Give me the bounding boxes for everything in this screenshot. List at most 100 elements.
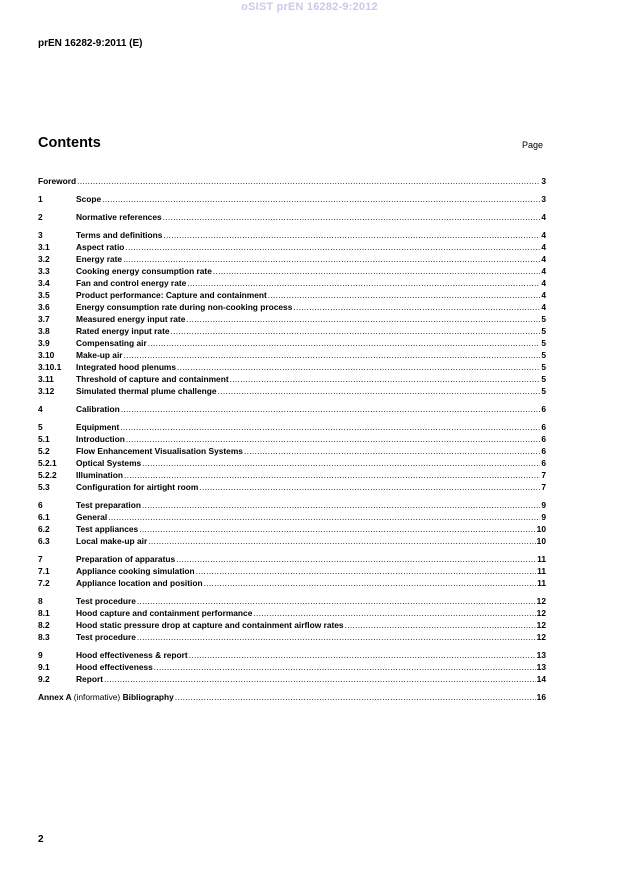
toc-entry-page: 12: [536, 608, 546, 618]
toc-entry[interactable]: 8.3 Test procedure 12: [38, 631, 546, 643]
toc-entry-number: 3.1: [38, 242, 50, 252]
toc-entry-annex[interactable]: Annex A (informative) Bibliography 16: [38, 691, 546, 703]
toc-entry[interactable]: 5.2 Flow Enhancement Visualisation System…: [38, 445, 546, 457]
toc-entry[interactable]: 8.1 Hood capture and containment performa…: [38, 607, 546, 619]
toc-entry[interactable]: 3.4 Fan and control energy rate 4: [38, 277, 546, 289]
toc-entry-number: 8.3: [38, 632, 50, 642]
toc-entry[interactable]: 3.12 Simulated thermal plume challenge 5: [38, 385, 546, 397]
dot-leader: [218, 385, 541, 397]
dot-leader: [139, 523, 535, 535]
toc-entry[interactable]: 9.2 Report 14: [38, 673, 546, 685]
dot-leader: [189, 649, 536, 661]
toc-entry[interactable]: 3.5 Product performance: Capture and cont…: [38, 289, 546, 301]
toc-entry-number: 7.2: [38, 578, 50, 588]
toc-entry[interactable]: 6 Test preparation 9: [38, 499, 546, 511]
toc-entry[interactable]: 7.1 Appliance cooking simulation 11: [38, 565, 546, 577]
toc-entry-page: 11: [537, 578, 546, 588]
dot-leader: [268, 289, 541, 301]
toc-entry[interactable]: 3.7 Measured energy input rate 5: [38, 313, 546, 325]
toc-entry-page: 4: [541, 302, 546, 312]
toc-entry[interactable]: 4 Calibration 6: [38, 403, 546, 415]
toc-entry-number: 3.10: [38, 350, 55, 360]
dot-leader: [176, 553, 536, 565]
toc-entry[interactable]: 7 Preparation of apparatus 11: [38, 553, 546, 565]
toc-entry-page: 3: [541, 194, 546, 204]
toc-entry-number: 5.1: [38, 434, 50, 444]
toc-entry-title: Product performance: Capture and contain…: [76, 290, 267, 300]
toc-entry-page: 5: [541, 314, 546, 324]
toc-entry-page: 6: [541, 422, 546, 432]
dot-leader: [123, 253, 540, 265]
toc-entry[interactable]: 5.1 Introduction 6: [38, 433, 546, 445]
toc-entry[interactable]: 3.10.1 Integrated hood plenums 5: [38, 361, 546, 373]
toc-entry-page: 6: [541, 404, 546, 414]
toc-entry[interactable]: 8 Test procedure 12: [38, 595, 546, 607]
toc-entry-title: General: [76, 512, 108, 522]
toc-entry[interactable]: 8.2 Hood static pressure drop at capture …: [38, 619, 546, 631]
contents-title: Contents: [38, 135, 101, 151]
dot-leader: [171, 325, 541, 337]
toc-entry[interactable]: 1 Scope 3: [38, 193, 546, 205]
toc-entry-number: 7: [38, 554, 43, 564]
toc-entry[interactable]: 5 Equipment 6: [38, 421, 546, 433]
toc-entry-number: 2: [38, 212, 43, 222]
toc-entry-number: 3.2: [38, 254, 50, 264]
toc-entry[interactable]: 7.2 Appliance location and position 11: [38, 577, 546, 589]
toc-entry[interactable]: 6.2 Test appliances 10: [38, 523, 546, 535]
toc-entry[interactable]: 3.9 Compensating air 5: [38, 337, 546, 349]
toc-entry-title: Preparation of apparatus: [76, 554, 176, 564]
toc-entry-number: 1: [38, 194, 43, 204]
toc-entry-number: 5.2.2: [38, 470, 57, 480]
dot-leader: [148, 535, 535, 547]
toc-entry[interactable]: Foreword 3: [38, 175, 546, 187]
toc-entry[interactable]: 5.2.2 Illumination 7: [38, 469, 546, 481]
dot-leader: [163, 229, 540, 241]
annex-qualifier: (informative): [73, 692, 121, 702]
toc-entry-number: 3.11: [38, 374, 54, 384]
toc-entry-page: 7: [541, 482, 546, 492]
page-column-label: Page: [522, 140, 544, 150]
toc-entry-page: 5: [541, 362, 546, 372]
toc-entry-title: Test appliances: [76, 524, 139, 534]
toc-entry[interactable]: 3.6 Energy consumption rate during non-co…: [38, 301, 546, 313]
toc-entry[interactable]: 6.3 Local make-up air 10: [38, 535, 546, 547]
toc-entry-title: Measured energy input rate: [76, 314, 186, 324]
toc-entry[interactable]: 3.11 Threshold of capture and containment…: [38, 373, 546, 385]
toc-entry-title: Test procedure: [76, 596, 136, 606]
toc-entry[interactable]: 3.2 Energy rate 4: [38, 253, 546, 265]
toc-entry[interactable]: 3.3 Cooking energy consumption rate 4: [38, 265, 546, 277]
dot-leader: [199, 481, 540, 493]
table-of-contents: Foreword 3 1 Scope 3 2 Normative references 4 3 T…: [38, 175, 546, 709]
toc-entry[interactable]: 3.1 Aspect ratio 4: [38, 241, 546, 253]
toc-entry-number: 6.3: [38, 536, 50, 546]
toc-entry-page: 4: [541, 266, 546, 276]
toc-entry[interactable]: 9 Hood effectiveness & report 13: [38, 649, 546, 661]
toc-group: 4 Calibration 6: [38, 403, 546, 415]
toc-entry-page: 16: [536, 692, 546, 702]
toc-entry-title: Rated energy input rate: [76, 326, 170, 336]
toc-entry[interactable]: 5.2.1 Optical Systems 6: [38, 457, 546, 469]
toc-entry-title: Simulated thermal plume challenge: [76, 386, 217, 396]
toc-entry[interactable]: 6.1 General 9: [38, 511, 546, 523]
toc-entry[interactable]: 5.3 Configuration for airtight room 7: [38, 481, 546, 493]
toc-entry[interactable]: 2 Normative references 4: [38, 211, 546, 223]
toc-entry-title: Fan and control energy rate: [76, 278, 187, 288]
toc-entry-title: Report: [76, 674, 103, 684]
toc-entry[interactable]: 3.8 Rated energy input rate 5: [38, 325, 546, 337]
dot-leader: [163, 211, 541, 223]
toc-entry-number: 5: [38, 422, 43, 432]
toc-entry-page: 5: [541, 386, 546, 396]
toc-entry-page: 9: [541, 500, 546, 510]
toc-entry-title: Cooking energy consumption rate: [76, 266, 212, 276]
toc-entry-title: Flow Enhancement Visualisation Systems: [76, 446, 243, 456]
toc-entry-page: 11: [537, 566, 546, 576]
dot-leader: [104, 673, 536, 685]
toc-entry-number: 3.7: [38, 314, 50, 324]
toc-entry-number: 3.9: [38, 338, 50, 348]
toc-entry[interactable]: 3 Terms and definitions 4: [38, 229, 546, 241]
toc-entry-number: 4: [38, 404, 43, 414]
toc-entry[interactable]: 9.1 Hood effectiveness 13: [38, 661, 546, 673]
toc-entry-page: 13: [536, 650, 546, 660]
toc-entry[interactable]: 3.10 Make-up air 5: [38, 349, 546, 361]
toc-entry-number: 3.5: [38, 290, 50, 300]
